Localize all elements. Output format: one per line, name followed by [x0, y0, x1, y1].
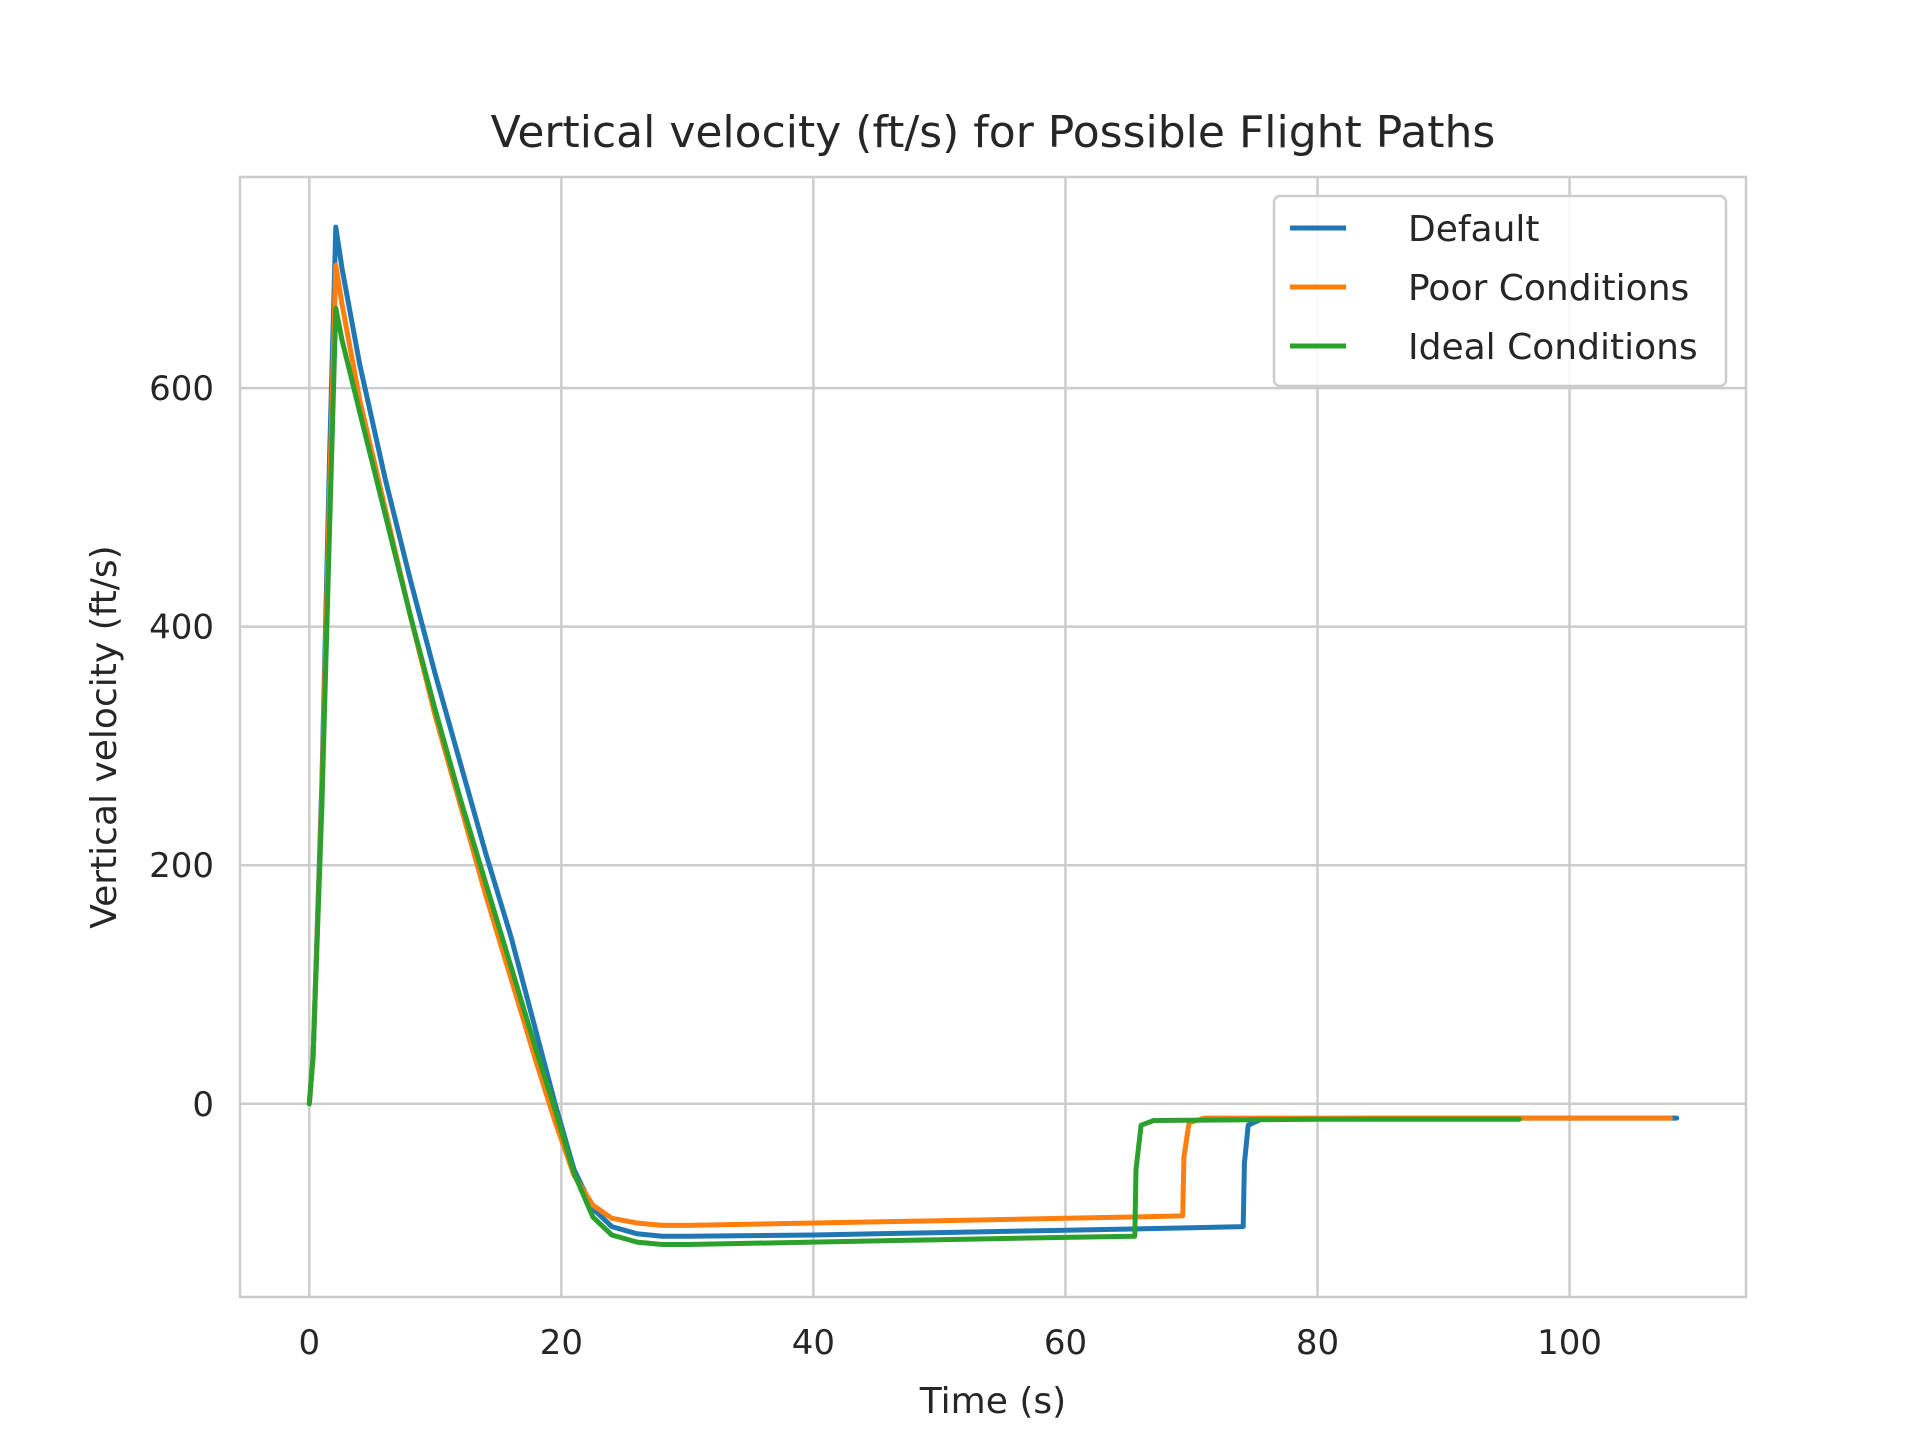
x-tick-label: 40 — [792, 1323, 835, 1363]
legend: Default Poor Conditions Ideal Conditions — [1272, 194, 1728, 388]
y-axis-label: Vertical velocity (ft/s) — [84, 545, 125, 928]
x-tick-label: 100 — [1537, 1323, 1602, 1363]
legend-box — [1272, 194, 1728, 388]
y-tick-label: 600 — [149, 369, 214, 409]
x-tick-label: 0 — [298, 1323, 320, 1363]
plot-frame — [238, 175, 1748, 1299]
series-lines — [306, 224, 1680, 1247]
series-line-default — [306, 224, 1680, 1239]
x-tick-label: 20 — [540, 1323, 583, 1363]
y-tick-label: 0 — [192, 1085, 214, 1125]
chart-title: Vertical velocity (ft/s) for Possible Fl… — [491, 107, 1496, 158]
tick-labels: 0 20 40 60 80 100 0 200 400 600 — [149, 369, 1602, 1363]
legend-label-poor-conditions: Poor Conditions — [1408, 268, 1689, 309]
legend-label-ideal-conditions: Ideal Conditions — [1408, 327, 1698, 368]
y-tick-label: 400 — [149, 608, 214, 648]
x-tick-label: 60 — [1044, 1323, 1087, 1363]
y-tick-label: 200 — [149, 846, 214, 886]
x-axis-label: Time (s) — [919, 1381, 1066, 1422]
series-line-ideal-conditions — [306, 305, 1522, 1247]
legend-label-default: Default — [1408, 209, 1540, 250]
x-tick-label: 80 — [1296, 1323, 1339, 1363]
